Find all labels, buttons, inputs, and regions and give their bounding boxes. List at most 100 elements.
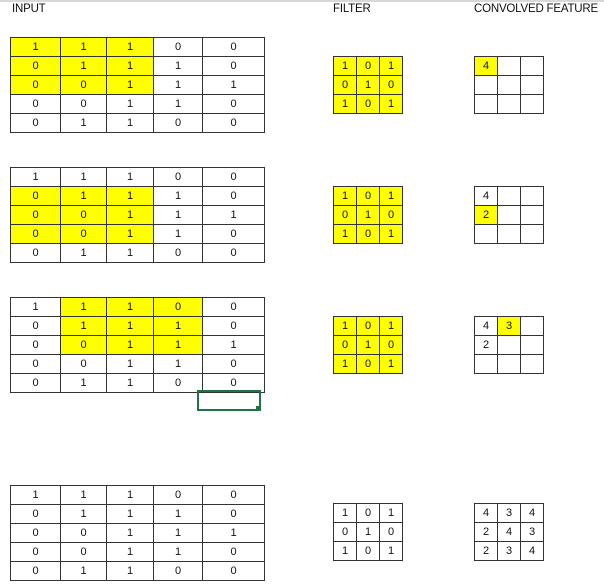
cell[interactable]: 1 xyxy=(60,373,107,393)
cell[interactable]: 1 xyxy=(106,167,154,187)
cell[interactable]: 0 xyxy=(153,373,203,393)
cell[interactable]: 1 xyxy=(356,335,380,355)
cell[interactable]: 4 xyxy=(497,522,521,542)
cell[interactable]: 1 xyxy=(379,224,403,244)
cell[interactable]: 0 xyxy=(153,113,203,133)
cell[interactable]: 1 xyxy=(153,504,203,524)
cell[interactable] xyxy=(497,94,521,114)
cell[interactable]: 1 xyxy=(333,56,357,76)
cell[interactable]: 4 xyxy=(474,316,498,336)
cell[interactable]: 2 xyxy=(474,205,498,225)
cell[interactable]: 0 xyxy=(202,373,265,393)
cell[interactable]: 0 xyxy=(10,186,61,206)
cell[interactable]: 1 xyxy=(106,224,154,244)
cell[interactable]: 0 xyxy=(10,354,61,374)
cell[interactable]: 0 xyxy=(10,373,61,393)
cell[interactable]: 1 xyxy=(202,523,265,543)
cell[interactable]: 1 xyxy=(153,542,203,562)
cell[interactable]: 1 xyxy=(60,37,107,57)
cell[interactable]: 1 xyxy=(106,113,154,133)
cell[interactable]: 0 xyxy=(10,335,61,355)
cell[interactable]: 1 xyxy=(153,94,203,114)
cell[interactable]: 0 xyxy=(10,504,61,524)
cell[interactable]: 0 xyxy=(153,243,203,263)
cell[interactable]: 0 xyxy=(60,205,107,225)
cell[interactable]: 1 xyxy=(379,503,403,523)
cell[interactable]: 0 xyxy=(202,37,265,57)
cell[interactable]: 0 xyxy=(202,561,265,581)
cell[interactable]: 0 xyxy=(202,485,265,505)
cell[interactable]: 1 xyxy=(333,224,357,244)
cell[interactable] xyxy=(520,316,544,336)
cell[interactable]: 0 xyxy=(356,186,380,206)
cell[interactable]: 0 xyxy=(356,56,380,76)
cell[interactable] xyxy=(497,224,521,244)
cell[interactable] xyxy=(520,205,544,225)
cell[interactable] xyxy=(520,224,544,244)
cell[interactable]: 1 xyxy=(106,75,154,95)
cell[interactable]: 0 xyxy=(379,75,403,95)
cell[interactable]: 1 xyxy=(153,354,203,374)
cell[interactable]: 0 xyxy=(60,542,107,562)
cell[interactable]: 1 xyxy=(60,485,107,505)
cell[interactable]: 0 xyxy=(379,522,403,542)
cell[interactable] xyxy=(474,354,498,374)
cell[interactable]: 0 xyxy=(202,297,265,317)
cell[interactable]: 0 xyxy=(356,503,380,523)
cell[interactable]: 0 xyxy=(10,94,61,114)
cell[interactable]: 0 xyxy=(202,354,265,374)
cell[interactable]: 1 xyxy=(106,561,154,581)
cell[interactable] xyxy=(474,224,498,244)
cell[interactable] xyxy=(497,354,521,374)
cell[interactable]: 0 xyxy=(10,542,61,562)
cell[interactable]: 4 xyxy=(474,186,498,206)
cell[interactable]: 1 xyxy=(356,75,380,95)
cell[interactable]: 0 xyxy=(60,335,107,355)
cell[interactable]: 1 xyxy=(379,354,403,374)
cell[interactable]: 1 xyxy=(106,56,154,76)
cell[interactable]: 0 xyxy=(202,542,265,562)
cell[interactable]: 1 xyxy=(379,316,403,336)
cell[interactable]: 0 xyxy=(202,167,265,187)
cell[interactable]: 0 xyxy=(202,94,265,114)
cell[interactable]: 0 xyxy=(10,224,61,244)
cell[interactable]: 0 xyxy=(60,94,107,114)
cell[interactable]: 1 xyxy=(106,335,154,355)
selected-cell[interactable] xyxy=(197,390,261,411)
cell[interactable]: 1 xyxy=(60,167,107,187)
cell[interactable]: 1 xyxy=(202,335,265,355)
cell[interactable]: 4 xyxy=(474,56,498,76)
cell[interactable]: 0 xyxy=(10,316,61,336)
cell[interactable]: 1 xyxy=(106,523,154,543)
cell[interactable]: 0 xyxy=(356,224,380,244)
cell[interactable]: 1 xyxy=(106,485,154,505)
cell[interactable]: 1 xyxy=(60,297,107,317)
cell[interactable]: 1 xyxy=(333,94,357,114)
cell[interactable]: 1 xyxy=(10,167,61,187)
cell[interactable]: 0 xyxy=(202,224,265,244)
cell[interactable]: 0 xyxy=(333,335,357,355)
cell[interactable]: 1 xyxy=(106,504,154,524)
cell[interactable]: 0 xyxy=(153,561,203,581)
cell[interactable]: 0 xyxy=(60,523,107,543)
cell[interactable]: 0 xyxy=(379,205,403,225)
cell[interactable]: 1 xyxy=(379,94,403,114)
cell[interactable]: 4 xyxy=(520,503,544,523)
cell[interactable]: 1 xyxy=(333,541,357,561)
cell[interactable]: 1 xyxy=(379,56,403,76)
cell[interactable]: 0 xyxy=(333,75,357,95)
fill-handle[interactable] xyxy=(256,406,261,411)
cell[interactable]: 0 xyxy=(202,186,265,206)
cell[interactable]: 1 xyxy=(356,205,380,225)
cell[interactable] xyxy=(520,186,544,206)
cell[interactable]: 0 xyxy=(10,205,61,225)
cell[interactable]: 2 xyxy=(474,541,498,561)
cell[interactable]: 1 xyxy=(333,186,357,206)
cell[interactable]: 0 xyxy=(202,316,265,336)
cell[interactable]: 0 xyxy=(10,113,61,133)
cell[interactable]: 0 xyxy=(60,224,107,244)
cell[interactable]: 1 xyxy=(60,561,107,581)
cell[interactable]: 1 xyxy=(60,316,107,336)
cell[interactable]: 0 xyxy=(10,243,61,263)
cell[interactable]: 0 xyxy=(356,316,380,336)
